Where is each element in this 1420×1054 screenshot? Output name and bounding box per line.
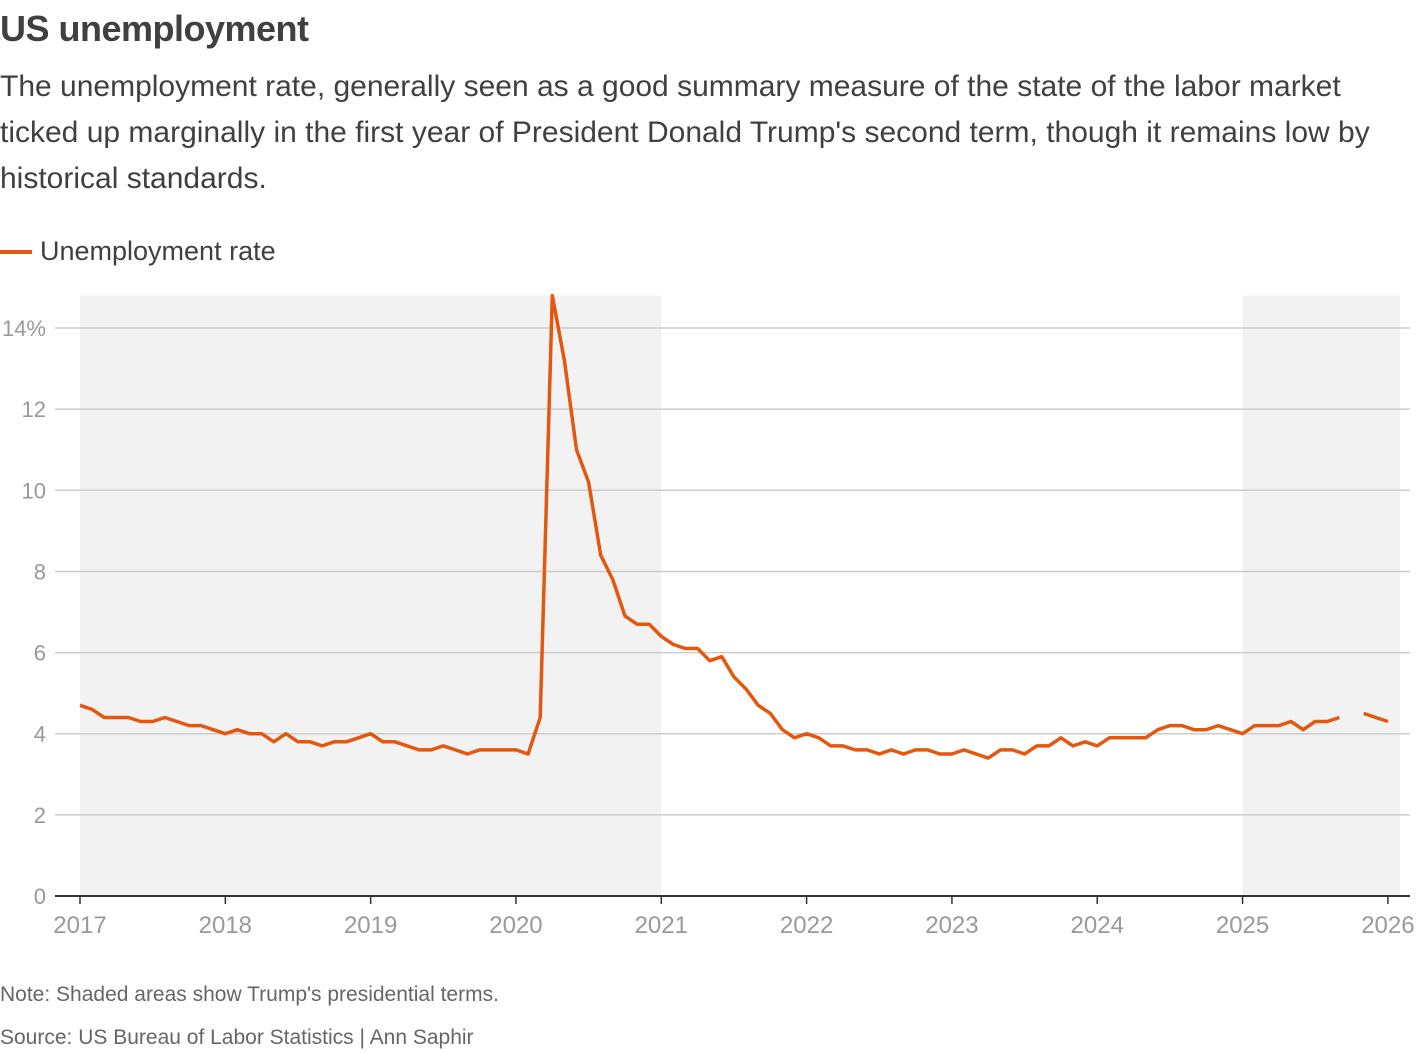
chart-title: US unemployment	[0, 8, 309, 49]
x-tick-label: 2017	[53, 912, 106, 939]
x-tick-label: 2022	[780, 912, 833, 939]
y-tick-label: 12	[22, 397, 46, 422]
shaded-term	[1242, 295, 1400, 897]
x-tick-label: 2019	[344, 912, 397, 939]
line-chart: 0 2 4 6 8 10 12 14% 2017 2018 2019 2020 2021 2022 2023…	[2, 293, 1415, 939]
x-tick-label: 2018	[199, 912, 252, 939]
shaded-term	[80, 295, 662, 897]
x-tick-label: 2021	[635, 912, 688, 939]
x-tick-label: 2023	[925, 912, 978, 939]
y-tick-label: 0	[34, 884, 46, 909]
chart-note: Note: Shaded areas show Trump's presiden…	[0, 983, 499, 1006]
y-tick-label: 6	[34, 641, 46, 666]
y-tick-label: 4	[34, 722, 46, 747]
x-tick-label: 2025	[1216, 912, 1269, 939]
x-tick-label: 2020	[489, 912, 542, 939]
y-tick-label: 10	[22, 478, 46, 503]
x-tick-label: 2024	[1071, 912, 1124, 939]
y-tick-label: 14%	[2, 316, 46, 341]
y-tick-label: 2	[34, 803, 46, 828]
x-tick-label: 2026	[1361, 912, 1414, 939]
legend-swatch	[0, 249, 32, 254]
chart-source: Source: US Bureau of Labor Statistics | …	[0, 1026, 474, 1049]
legend-label: Unemployment rate	[40, 236, 276, 266]
legend: Unemployment rate	[0, 236, 276, 267]
chart-subtitle: The unemployment rate, generally seen as…	[0, 70, 1370, 195]
y-tick-label: 8	[34, 559, 46, 584]
